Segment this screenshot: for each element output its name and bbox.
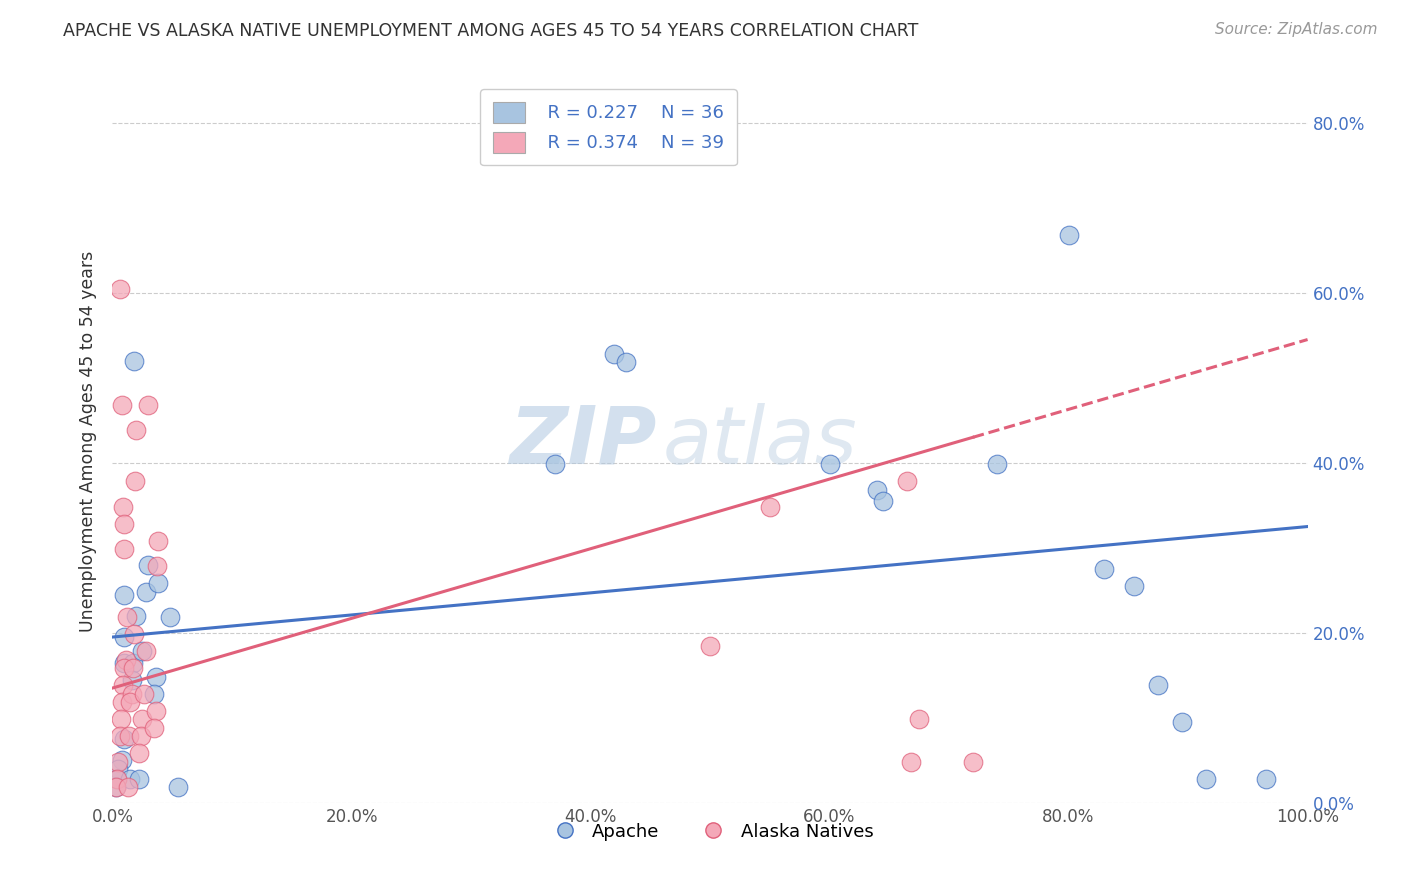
Point [986,458,1008,472]
Point [900,755,922,769]
Point [616,355,638,369]
Point [143,687,166,701]
Point [1195,772,1218,786]
Point [145,670,167,684]
Point [543,458,565,472]
Point [110,713,132,727]
Point [159,610,181,624]
Point [112,678,135,692]
Point [128,747,150,761]
Point [111,753,134,767]
Point [135,585,157,599]
Point [896,475,918,489]
Y-axis label: Unemployment Among Ages 45 to 54 years: Unemployment Among Ages 45 to 54 years [79,251,97,632]
Point [111,398,134,412]
Point [167,780,190,795]
Point [818,458,841,472]
Point [699,639,721,653]
Legend: Apache, Alaska Natives: Apache, Alaska Natives [540,815,880,848]
Point [117,780,139,795]
Point [125,424,148,438]
Point [759,500,782,514]
Point [120,772,142,786]
Point [114,588,135,602]
Point [866,483,889,497]
Point [125,608,148,623]
Point [105,780,128,795]
Point [146,576,169,591]
Text: atlas: atlas [662,402,858,481]
Point [120,696,142,710]
Point [111,696,134,710]
Point [908,713,931,727]
Point [108,281,131,295]
Point [131,713,153,727]
Point [603,347,626,361]
Point [114,630,135,644]
Point [145,559,167,574]
Point [129,730,152,744]
Point [114,542,135,557]
Point [121,661,143,675]
Point [1147,678,1170,692]
Point [105,772,128,786]
Text: Source: ZipAtlas.com: Source: ZipAtlas.com [1215,22,1378,37]
Point [114,516,135,531]
Point [1254,772,1277,786]
Point [135,644,157,658]
Point [114,653,136,667]
Point [1057,227,1080,242]
Point [112,500,135,514]
Point [138,398,160,412]
Point [132,687,155,701]
Point [121,687,143,701]
Point [143,721,166,735]
Point [962,755,984,769]
Point [1171,714,1194,729]
Point [114,661,135,675]
Point [108,730,131,744]
Point [124,475,146,489]
Point [114,656,135,670]
Point [118,730,141,744]
Point [114,732,135,747]
Point [115,610,138,624]
Text: APACHE VS ALASKA NATIVE UNEMPLOYMENT AMONG AGES 45 TO 54 YEARS CORRELATION CHART: APACHE VS ALASKA NATIVE UNEMPLOYMENT AMO… [63,22,918,40]
Point [105,780,128,795]
Point [131,644,153,658]
Point [145,704,167,718]
Point [128,772,150,786]
Point [146,533,169,548]
Point [138,558,160,572]
Point [121,673,143,687]
Point [1094,562,1116,576]
Point [1123,579,1146,593]
Point [122,353,145,368]
Point [107,755,129,769]
Point [105,772,128,786]
Text: ZIP: ZIP [509,402,657,481]
Point [872,494,894,508]
Point [122,627,145,641]
Point [121,656,143,670]
Point [107,762,129,776]
